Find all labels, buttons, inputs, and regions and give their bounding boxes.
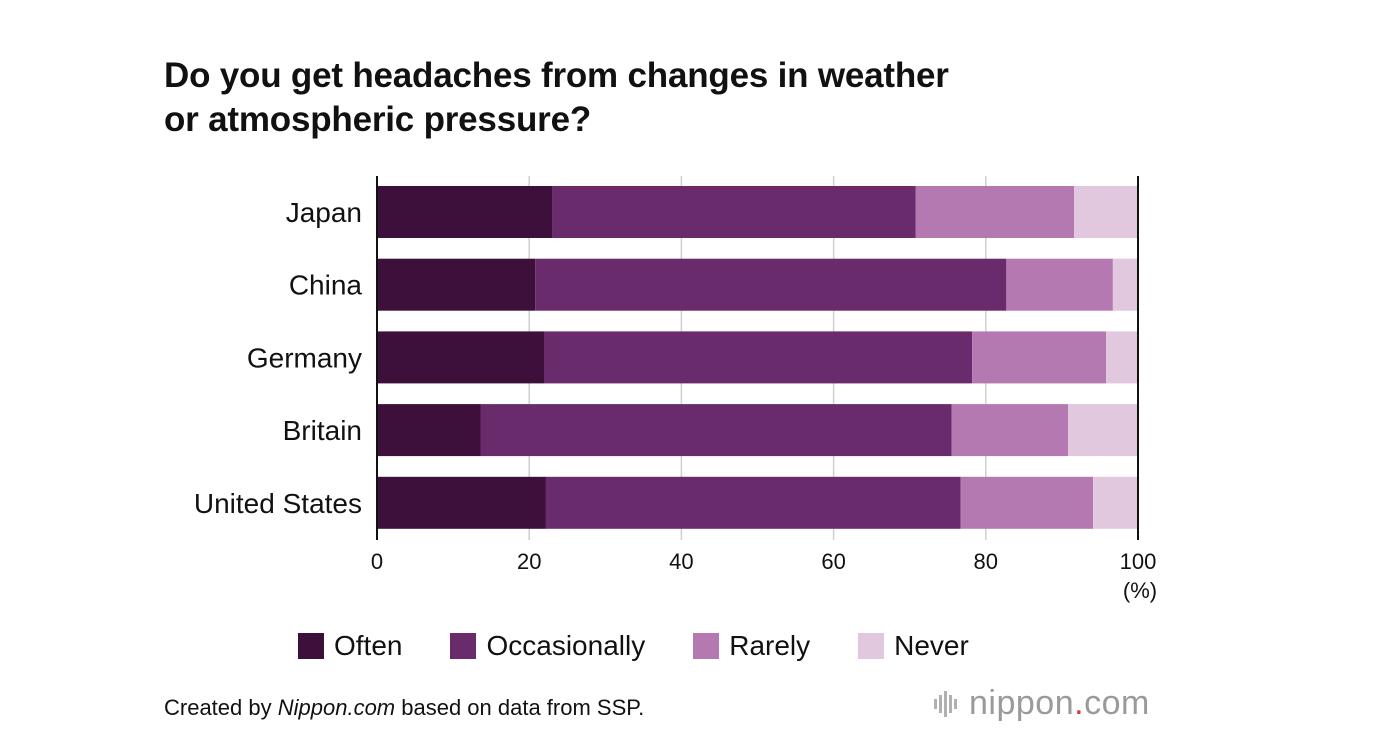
bar-japan-often <box>377 186 553 238</box>
bar-china-often <box>377 258 536 311</box>
bar-japan-occasionally <box>552 186 916 238</box>
bar-germany-occasionally <box>544 331 973 384</box>
category-label-germany: Germany <box>247 342 362 373</box>
legend-item-rarely: Rarely <box>693 628 810 664</box>
category-label-britain: Britain <box>283 415 362 446</box>
category-label-japan: Japan <box>286 197 362 228</box>
category-label-united-states: United States <box>194 488 362 519</box>
legend-item-occasionally: Occasionally <box>450 628 645 664</box>
logo-text: nippon.com <box>969 684 1150 723</box>
legend-item-often: Often <box>298 628 402 664</box>
legend-swatch-often <box>298 633 324 659</box>
bar-united-states-occasionally <box>545 476 961 529</box>
legend-label-occasionally: Occasionally <box>486 630 646 661</box>
legend-label-rarely: Rarely <box>729 630 811 661</box>
x-tick-label-80: 80 <box>974 549 998 574</box>
bar-japan-rarely <box>915 186 1075 238</box>
legend-swatch-occasionally <box>450 633 477 659</box>
chart-title-line-2: or atmospheric pressure? <box>164 100 592 139</box>
x-tick-label-40: 40 <box>669 549 693 574</box>
x-tick-label-20: 20 <box>517 549 541 574</box>
logo-name: nippon <box>969 684 1075 722</box>
bar-britain-rarely <box>951 404 1068 457</box>
x-tick-label-60: 60 <box>821 549 845 574</box>
bar-britain-never <box>1067 404 1138 457</box>
chart-title: Do you get headaches from changes in wea… <box>164 54 1164 142</box>
bar-china-never <box>1112 258 1138 311</box>
bar-united-states-rarely <box>960 476 1094 529</box>
chart-title-line-1: Do you get headaches from changes in wea… <box>164 56 949 95</box>
logo-tld: com <box>1084 684 1150 722</box>
x-tick-label-100: 100 <box>1120 549 1157 574</box>
chart-legend: Often Occasionally Rarely Never <box>298 626 1017 666</box>
nippon-logo: nippon.com <box>934 684 1150 723</box>
bar-china-occasionally <box>535 258 1007 311</box>
x-axis-unit: (%) <box>1123 578 1157 603</box>
bar-japan-never <box>1074 186 1138 238</box>
source-credit: Created by Nippon.com based on data from… <box>164 694 644 722</box>
credit-suffix: based on data from SSP. <box>395 695 645 720</box>
legend-swatch-never <box>858 633 885 659</box>
bar-united-states-never <box>1093 476 1138 529</box>
category-label-china: China <box>289 270 363 301</box>
bar-britain-often <box>377 404 481 457</box>
bar-britain-occasionally <box>480 404 952 457</box>
bar-germany-rarely <box>972 331 1107 384</box>
credit-site: Nippon.com <box>277 695 396 720</box>
credit-prefix: Created by <box>164 695 278 720</box>
legend-item-never: Never <box>858 628 969 664</box>
bar-germany-often <box>377 331 545 384</box>
bar-united-states-often <box>377 476 546 529</box>
legend-label-often: Often <box>334 630 403 661</box>
logo-bars-icon <box>934 690 959 717</box>
bar-china-rarely <box>1006 258 1113 311</box>
logo-dot: . <box>1074 684 1085 722</box>
bar-germany-never <box>1106 331 1138 384</box>
legend-swatch-rarely <box>693 633 720 659</box>
legend-label-never: Never <box>894 630 969 661</box>
x-tick-label-0: 0 <box>371 549 383 574</box>
